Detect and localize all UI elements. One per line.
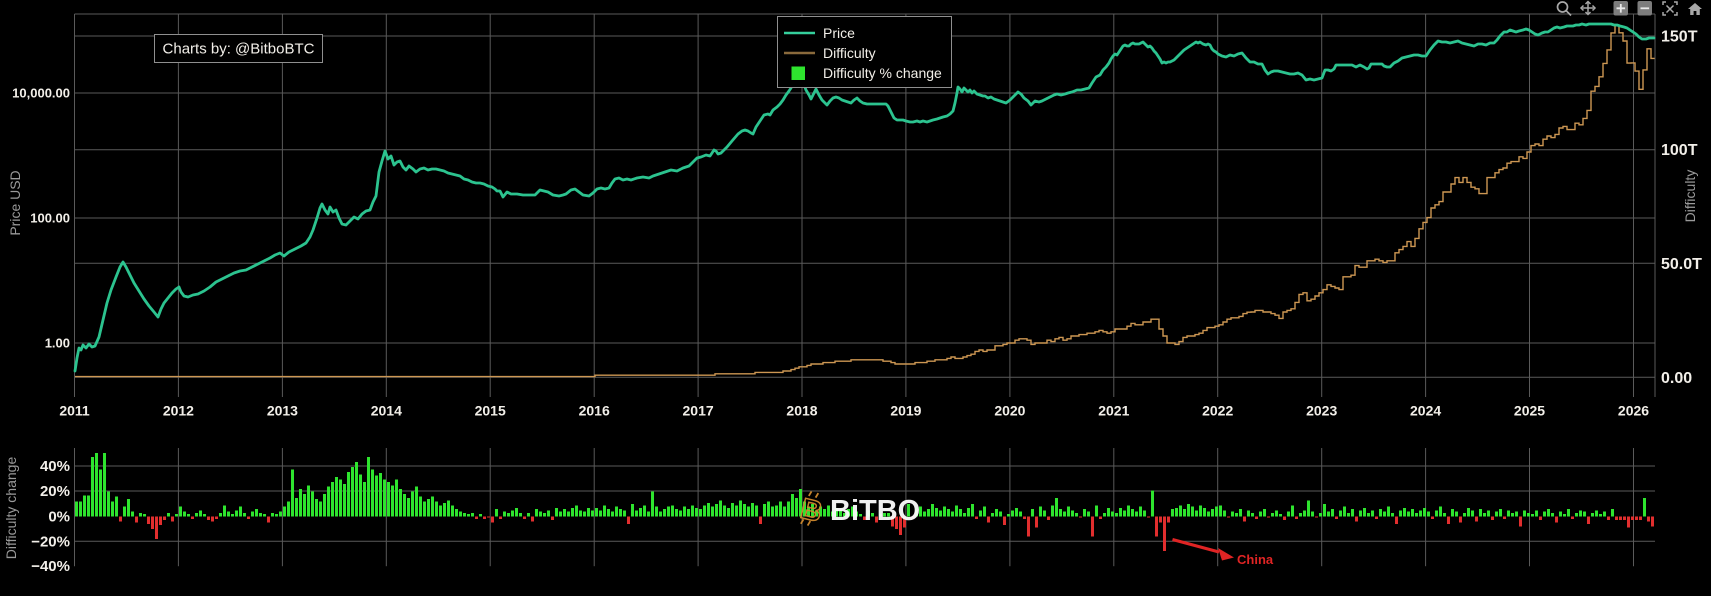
svg-text:10,000.00: 10,000.00	[12, 86, 70, 101]
svg-text:2026: 2026	[1618, 403, 1649, 419]
svg-text:50.0T: 50.0T	[1661, 256, 1702, 273]
svg-text:2012: 2012	[163, 403, 194, 419]
svg-text:40%: 40%	[40, 458, 70, 475]
svg-text:China: China	[1237, 552, 1274, 567]
svg-text:2017: 2017	[683, 403, 714, 419]
svg-text:BiTBO: BiTBO	[830, 495, 920, 527]
svg-text:20%: 20%	[40, 483, 70, 500]
svg-text:100.00: 100.00	[30, 211, 70, 226]
svg-text:Price: Price	[823, 25, 855, 41]
svg-text:2025: 2025	[1514, 403, 1545, 419]
svg-text:2014: 2014	[371, 403, 402, 419]
svg-text:Difficulty % change: Difficulty % change	[823, 65, 942, 81]
svg-text:2015: 2015	[475, 403, 506, 419]
svg-text:Charts by: @BitboBTC: Charts by: @BitboBTC	[163, 41, 315, 58]
svg-text:100T: 100T	[1661, 142, 1698, 159]
svg-text:150T: 150T	[1661, 29, 1698, 46]
svg-text:0.00: 0.00	[1661, 370, 1692, 387]
svg-text:1.00: 1.00	[45, 336, 70, 351]
svg-text:2021: 2021	[1098, 403, 1129, 419]
svg-text:2018: 2018	[786, 403, 817, 419]
svg-text:Price USD: Price USD	[7, 170, 23, 235]
svg-text:2020: 2020	[994, 403, 1025, 419]
svg-text:Difficulty: Difficulty	[1682, 170, 1698, 223]
svg-text:2023: 2023	[1306, 403, 1337, 419]
svg-text:0%: 0%	[48, 509, 70, 526]
svg-text:−20%: −20%	[31, 533, 70, 550]
svg-text:Difficulty change: Difficulty change	[3, 457, 19, 560]
svg-text:2013: 2013	[267, 403, 298, 419]
svg-text:2022: 2022	[1202, 403, 1233, 419]
svg-text:Difficulty: Difficulty	[823, 45, 876, 61]
svg-text:2024: 2024	[1410, 403, 1441, 419]
svg-text:−40%: −40%	[31, 558, 70, 575]
svg-text:2019: 2019	[890, 403, 921, 419]
svg-text:2011: 2011	[59, 403, 90, 419]
svg-text:2016: 2016	[579, 403, 610, 419]
